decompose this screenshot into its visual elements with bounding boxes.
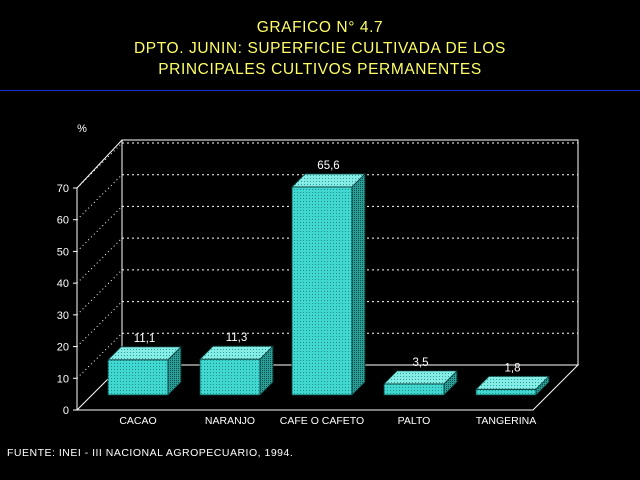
x-tick-label: TANGERINA [476, 415, 536, 427]
x-tick-label: CACAO [119, 415, 156, 427]
x-tick-label: NARANJO [205, 415, 255, 427]
data-label: 11,3 [226, 332, 248, 344]
bar-side [167, 345, 182, 396]
bar-tangerina [475, 375, 550, 396]
y-tick-label: 20 [57, 342, 69, 354]
x-tick-label: CAFE O CAFETO [280, 415, 364, 427]
bar-cacao [107, 345, 182, 396]
bar-side [535, 375, 550, 396]
grid-line-depth [76, 301, 123, 347]
title-line-3: PRINCIPALES CULTIVOS PERMANENTES [158, 61, 482, 78]
bar-front [199, 358, 261, 396]
floor [75, 364, 580, 411]
bar-side [259, 345, 274, 396]
bar-front [291, 186, 353, 396]
title-line-1: GRAFICO N° 4.7 [256, 19, 384, 36]
bar-cafe-o-cafeto [291, 172, 366, 396]
data-label: 1,8 [505, 362, 521, 374]
y-tick-label: 40 [57, 278, 69, 290]
bar-naranjo [199, 345, 274, 396]
labels: 11,1 CACAO 11,3 NARANJO 65,6 CAFE O CAFETO 3,5… [119, 160, 536, 427]
y-tick-label: 0 [63, 405, 69, 417]
bar-side [443, 369, 458, 396]
grid-line-depth [76, 269, 123, 316]
bar-front [475, 388, 537, 396]
y-tick-label: 60 [57, 215, 69, 227]
x-tick-label: PALTO [398, 415, 431, 427]
bar-side [351, 172, 366, 396]
data-label: 11,1 [134, 333, 156, 345]
bars [107, 172, 550, 396]
y-tick-label: 10 [57, 373, 69, 385]
bar-front [383, 383, 445, 396]
chart-title: GRAFICO N° 4.7 DPTO. JUNIN: SUPERFICIE C… [0, 17, 640, 80]
y-tick-label: 30 [57, 310, 69, 322]
bar-front [107, 359, 169, 396]
title-divider [0, 90, 640, 91]
source-note: FUENTE: INEI - III NACIONAL AGROPECUARIO… [7, 447, 294, 459]
chart-frame [75, 139, 580, 411]
y-tick-label: 50 [57, 246, 69, 258]
bar-palto [383, 369, 458, 396]
y-axis: 0 10 20 30 40 50 60 70% [57, 123, 87, 417]
data-label: 65,6 [317, 160, 339, 172]
title-line-2: DPTO. JUNIN: SUPERFICIE CULTIVADA DE LOS [134, 40, 506, 57]
left-wall-edge [76, 139, 123, 189]
y-axis-label: % [77, 123, 87, 135]
data-label: 3,5 [413, 357, 429, 369]
grid-line-depth [76, 206, 123, 252]
y-tick-label: 70 [57, 183, 69, 195]
grid-line-depth [76, 237, 123, 284]
